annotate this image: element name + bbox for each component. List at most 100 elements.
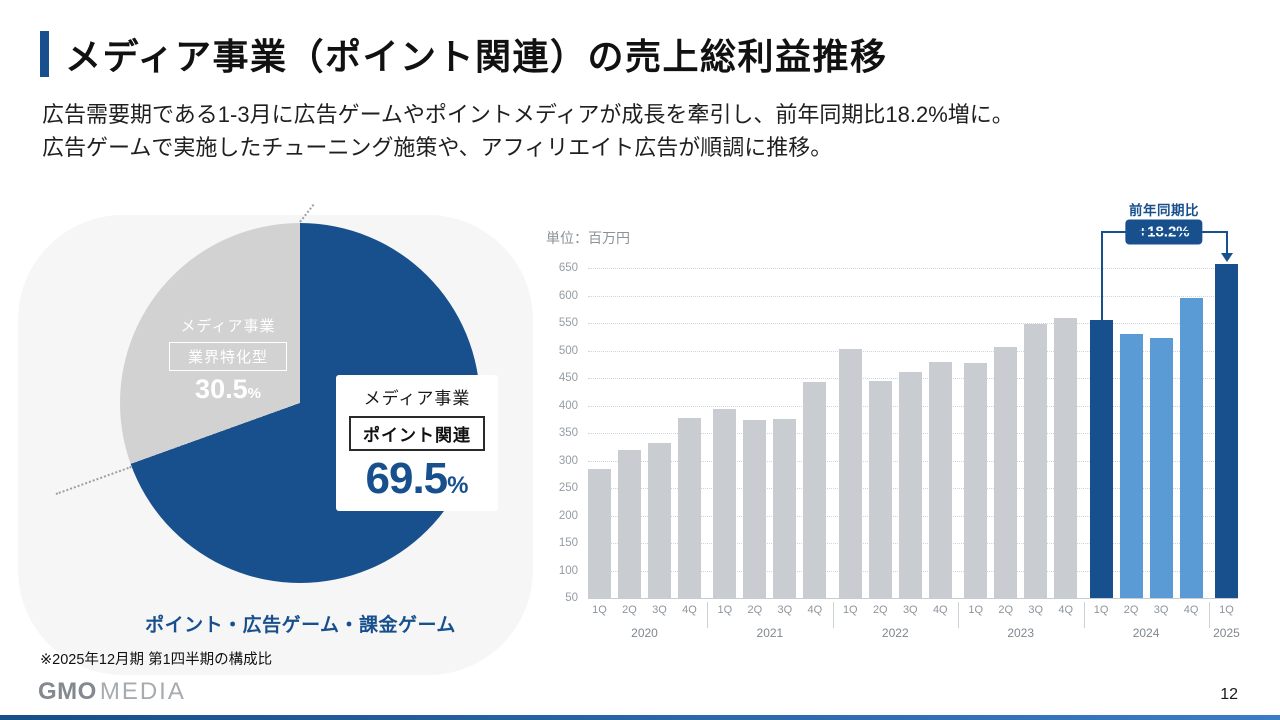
x-axis-quarter-label: 1Q bbox=[717, 604, 733, 616]
y-axis-tick-label: 300 bbox=[558, 454, 578, 467]
bar-2020-4Q bbox=[678, 417, 701, 598]
bar-2020-2Q bbox=[618, 449, 641, 598]
yoy-bracket-line bbox=[1101, 231, 1227, 233]
gridline bbox=[588, 268, 1238, 269]
x-axis-group-2020: 1Q 2Q 3Q 4Q 2020 bbox=[588, 604, 701, 650]
bar-2022-1Q bbox=[838, 348, 862, 598]
lead-paragraph: 広告需要期である1-3月に広告ゲームやポイントメディアが成長を牽引し、前年同期比… bbox=[42, 98, 1014, 164]
y-axis-tick-label: 200 bbox=[558, 509, 578, 522]
point-slice-label-card: メディア事業 ポイント関連 69.5% bbox=[336, 375, 498, 511]
x-axis-year-label: 2021 bbox=[756, 626, 784, 640]
x-axis-quarter-label: 3Q bbox=[652, 604, 667, 616]
bar-2021-1Q bbox=[713, 408, 737, 598]
bar-2025-1Q bbox=[1214, 264, 1238, 598]
x-axis-quarter-label: 3Q bbox=[1028, 604, 1044, 616]
y-axis-tick-label: 600 bbox=[558, 289, 578, 302]
x-axis-separator bbox=[1209, 602, 1210, 628]
bar-2021-4Q bbox=[803, 382, 827, 598]
bar-2024-4Q bbox=[1179, 298, 1203, 598]
x-axis-quarter-label: 1Q bbox=[592, 604, 607, 616]
pie-caption: ポイント・広告ゲーム・課金ゲーム bbox=[145, 615, 456, 636]
x-axis: 1Q 2Q 3Q 4Q 2020 1Q 2Q 3Q 4Q 2021 1Q 2Q 3Q 4Q 2022 1Q 2Q… bbox=[588, 604, 1240, 650]
bar-2020-1Q bbox=[588, 468, 611, 598]
bar-2020-3Q bbox=[648, 442, 671, 598]
gridline bbox=[588, 323, 1238, 324]
bars-layer bbox=[588, 264, 1238, 598]
bar-2024-1Q bbox=[1089, 319, 1113, 598]
title-block: メディア事業（ポイント関連）の売上総利益推移 bbox=[40, 28, 887, 80]
x-axis-separator bbox=[1083, 602, 1085, 628]
gmo-media-logo: GMO MEDIA bbox=[38, 678, 186, 705]
pie-footnote: ※2025年12月期 第1四半期の構成比 bbox=[40, 652, 273, 668]
x-axis-group-2023: 1Q 2Q 3Q 4Q 2023 bbox=[964, 604, 1077, 650]
composition-pie-panel: メディア事業 業界特化型 30.5% メディア事業 ポイント関連 69.5% ポ… bbox=[18, 204, 533, 675]
bar-2023-2Q bbox=[994, 346, 1018, 598]
bar-2024-3Q bbox=[1149, 338, 1173, 598]
yoy-badge: +18.2% bbox=[1125, 219, 1203, 245]
bar-2021-2Q bbox=[743, 419, 767, 598]
yoy-annotation-label: 前年同期比 bbox=[1129, 203, 1199, 218]
pie-leader-line bbox=[299, 204, 315, 223]
y-axis-tick-label: 450 bbox=[558, 372, 578, 384]
pie-leader-line bbox=[55, 465, 132, 495]
y-axis-tick-label: 650 bbox=[558, 262, 578, 274]
slice-percentage: 30.5% bbox=[195, 374, 261, 404]
x-axis-quarter-label: 4Q bbox=[1058, 604, 1074, 616]
unit-label: 単位：百万円 bbox=[546, 230, 630, 246]
bar-group-2022 bbox=[838, 268, 952, 598]
x-axis-group-2024: 1Q 2Q 3Q 4Q 2024 bbox=[1090, 604, 1203, 650]
x-axis-quarter-label: 2Q bbox=[622, 604, 637, 616]
bar-group-2025 bbox=[1214, 264, 1238, 598]
slide-title: メディア事業（ポイント関連）の売上総利益推移 bbox=[65, 36, 888, 77]
x-axis-year-label: 2020 bbox=[631, 626, 658, 640]
y-axis-tick-label: 250 bbox=[558, 482, 578, 494]
y-axis-tick-label: 500 bbox=[558, 344, 578, 357]
y-axis-tick-label: 150 bbox=[558, 537, 578, 549]
x-axis-quarter-label: 3Q bbox=[902, 604, 918, 616]
slice-percentage: 69.5% bbox=[365, 454, 469, 503]
x-axis-quarter-label: 4Q bbox=[682, 604, 697, 616]
lead-line: 広告ゲームで実施したチューニング施策や、アフィリエイト広告が順調に推移。 bbox=[42, 135, 833, 160]
x-axis-quarter-label: 3Q bbox=[1153, 604, 1169, 616]
bar-chart-plot-area: 650 600 550 500 450 400 350 300 250 200 150 100 50 1… bbox=[559, 203, 1240, 640]
bar-2022-2Q bbox=[868, 381, 892, 598]
x-axis-group-2025: 1Q 2025 bbox=[1213, 604, 1240, 650]
gridline bbox=[588, 295, 1238, 297]
bar-group-2024 bbox=[1089, 268, 1203, 598]
lead-line: 広告需要期である1-3月に広告ゲームやポイントメディアが成長を牽引し、前年同期比… bbox=[42, 102, 1014, 127]
bar-group-2023 bbox=[964, 268, 1078, 598]
bar-2022-4Q bbox=[928, 361, 952, 598]
y-axis-tick-label: 50 bbox=[565, 592, 578, 604]
gross-profit-bar-chart-panel: 単位：百万円 650 600 550 500 450 400 350 300 250 200 150… bbox=[540, 203, 1272, 648]
x-axis-group-2022: 1Q 2Q 3Q 4Q 2022 bbox=[839, 604, 952, 650]
gridline bbox=[588, 598, 1238, 599]
x-axis-separator bbox=[707, 602, 708, 628]
slice-category-box: 業界特化型 bbox=[168, 342, 287, 371]
gridline bbox=[588, 350, 1238, 352]
bottom-accent-bar bbox=[0, 715, 1280, 720]
x-axis-separator bbox=[958, 602, 959, 628]
industry-slice-label: メディア事業 業界特化型 30.5% bbox=[138, 315, 318, 405]
x-axis-year-label: 2023 bbox=[1007, 626, 1035, 640]
slice-segment-name: メディア事業 bbox=[363, 389, 471, 408]
bar-2024-2Q bbox=[1119, 334, 1143, 598]
y-axis-tick-label: 400 bbox=[558, 399, 578, 412]
x-axis-quarter-label: 4Q bbox=[807, 604, 823, 616]
x-axis-quarter-label: 1Q bbox=[1093, 604, 1109, 616]
arrow-down-icon bbox=[1220, 253, 1233, 262]
x-axis-quarter-label: 1Q bbox=[968, 604, 984, 616]
x-axis-quarter-label: 2Q bbox=[998, 604, 1014, 616]
bar-group-2021 bbox=[713, 268, 827, 598]
x-axis-quarter-label: 4Q bbox=[1183, 604, 1199, 616]
y-axis-tick-label: 100 bbox=[558, 564, 578, 577]
x-axis-quarter-label: 2Q bbox=[872, 604, 888, 616]
x-axis-group-2021: 1Q 2Q 3Q 4Q 2021 bbox=[713, 604, 826, 650]
bar-2021-3Q bbox=[773, 418, 797, 598]
slice-category-box: ポイント関連 bbox=[349, 416, 485, 451]
y-axis-tick-label: 550 bbox=[558, 317, 578, 329]
title-accent-bar bbox=[40, 31, 49, 77]
page-number: 12 bbox=[1220, 686, 1238, 703]
x-axis-year-label: 2025 bbox=[1213, 626, 1240, 640]
x-axis-year-label: 2022 bbox=[881, 626, 909, 640]
